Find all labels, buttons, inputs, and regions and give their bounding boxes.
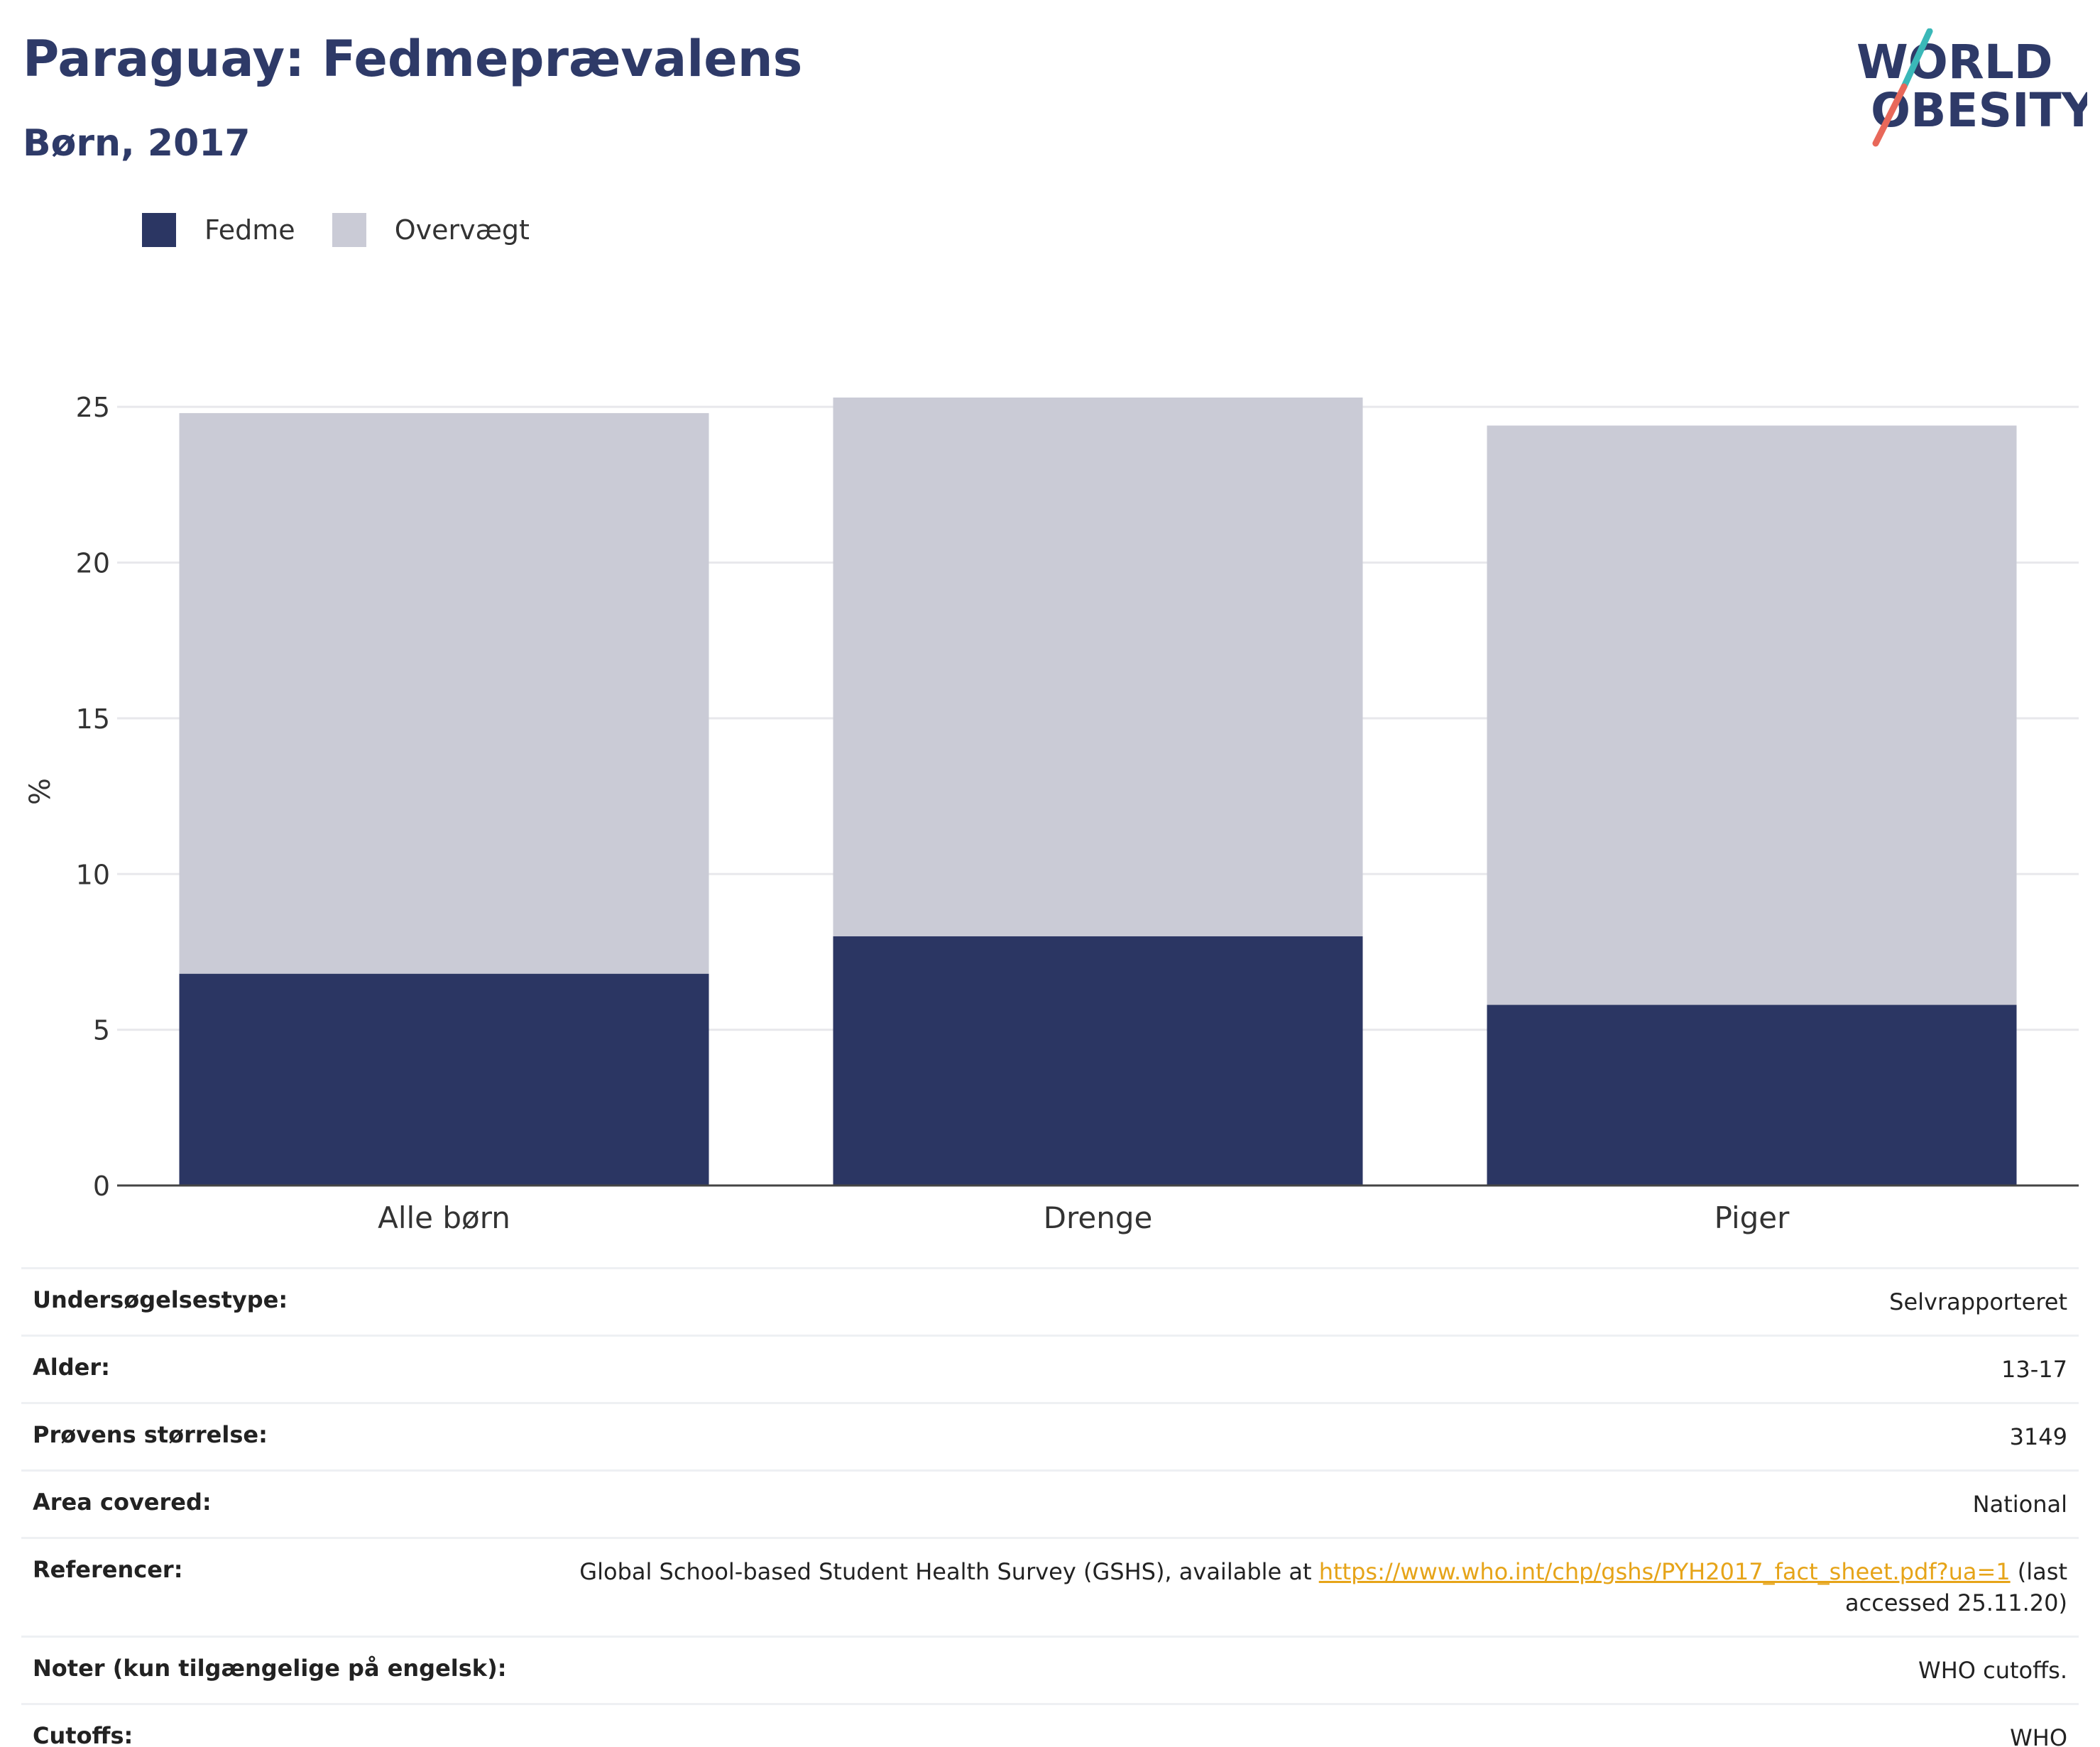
- info-value-cutoffs: WHO: [532, 1703, 2079, 1747]
- info-row-notes: Noter (kun tilgængelige på engelsk): WHO…: [21, 1636, 2079, 1704]
- y-tick-label: 5: [93, 1015, 110, 1046]
- chart-title: Paraguay: Fedmeprævalens: [23, 30, 803, 88]
- bar-overvaegt: [179, 412, 709, 974]
- info-row-references: Referencer: Global School-based Student …: [21, 1537, 2079, 1637]
- info-label-cutoffs: Cutoffs:: [21, 1703, 532, 1747]
- info-row-age: Alder: 13-17: [21, 1335, 2079, 1403]
- info-row-cutoffs: Cutoffs: WHO: [21, 1703, 2079, 1747]
- y-axis-label: %: [24, 778, 57, 805]
- info-row-sample-size: Prøvens størrelse: 3149: [21, 1402, 2079, 1471]
- info-table: Undersøgelsestype: Selvrapporteret Alder…: [21, 1267, 2079, 1747]
- y-tick-label: 15: [76, 703, 110, 735]
- y-tick-label: 0: [93, 1171, 110, 1202]
- chart-subtitle: Børn, 2017: [23, 122, 251, 165]
- logo-line2: OBESITY: [1871, 83, 2087, 138]
- reference-link[interactable]: https://www.who.int/chp/gshs/PYH2017_fac…: [1318, 1558, 2011, 1585]
- bar-overvaegt: [1487, 425, 2017, 1005]
- info-row-area: Area covered: National: [21, 1469, 2079, 1538]
- legend-item-fedme[interactable]: Fedme: [142, 213, 295, 247]
- bar-overvaegt: [833, 398, 1363, 937]
- info-row-survey-type: Undersøgelsestype: Selvrapporteret: [21, 1267, 2079, 1336]
- y-tick-label: 10: [76, 859, 110, 890]
- logo-slash-coral: [1872, 83, 1908, 147]
- y-tick-label: 20: [76, 548, 110, 579]
- info-label-sample-size: Prøvens størrelse:: [21, 1402, 532, 1471]
- reference-accessed: accessed 25.11.20): [1845, 1589, 2067, 1616]
- x-tick-label: Drenge: [1044, 1200, 1153, 1235]
- reference-suffix: (last: [2010, 1558, 2067, 1585]
- info-value-sample-size: 3149: [532, 1402, 2079, 1471]
- info-label-age: Alder:: [21, 1335, 532, 1403]
- info-value-notes: WHO cutoffs.: [532, 1636, 2079, 1704]
- legend-label-overvaegt: Overvægt: [394, 214, 530, 246]
- info-value-age: 13-17: [532, 1335, 2079, 1403]
- legend-swatch-overvaegt: [332, 213, 366, 247]
- stacked-bar-chart: 0 5 10 15 20 25% Alle børn Drenge Piger: [24, 392, 2079, 1235]
- reference-text: Global School-based Student Health Surve…: [579, 1558, 1319, 1585]
- info-label-references: Referencer:: [21, 1537, 532, 1637]
- bar-fedme: [833, 936, 1363, 1185]
- info-value-area: National: [532, 1469, 2079, 1538]
- legend-label-fedme: Fedme: [204, 214, 295, 246]
- info-label-notes: Noter (kun tilgængelige på engelsk):: [21, 1636, 532, 1704]
- x-tick-label: Alle børn: [378, 1200, 510, 1235]
- legend-swatch-fedme: [142, 213, 176, 247]
- world-obesity-logo: WORLD OBESITY: [1856, 28, 2087, 147]
- logo-slash-teal: [1901, 28, 1933, 90]
- bar-fedme: [179, 973, 709, 1185]
- info-label-survey-type: Undersøgelsestype:: [21, 1267, 532, 1336]
- chart-legend: Fedme Overvægt: [142, 212, 567, 248]
- info-label-area: Area covered:: [21, 1469, 532, 1538]
- info-value-references: Global School-based Student Health Surve…: [532, 1537, 2079, 1637]
- bar-fedme: [1487, 1004, 2017, 1185]
- info-value-survey-type: Selvrapporteret: [532, 1267, 2079, 1336]
- legend-item-overvaegt[interactable]: Overvægt: [332, 213, 530, 247]
- x-tick-label: Piger: [1715, 1200, 1790, 1235]
- y-tick-label: 25: [76, 392, 110, 423]
- logo-line1: WORLD: [1856, 35, 2053, 89]
